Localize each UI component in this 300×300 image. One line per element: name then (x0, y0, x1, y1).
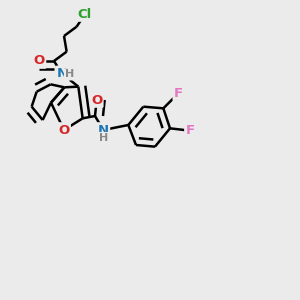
Text: O: O (34, 55, 45, 68)
Text: F: F (174, 87, 183, 100)
Text: N: N (57, 67, 68, 80)
Text: O: O (58, 124, 70, 136)
Text: H: H (99, 133, 109, 143)
Text: N: N (98, 124, 109, 136)
Text: O: O (91, 94, 102, 106)
Text: Cl: Cl (78, 8, 92, 20)
Text: H: H (65, 69, 74, 79)
Text: F: F (185, 124, 195, 137)
